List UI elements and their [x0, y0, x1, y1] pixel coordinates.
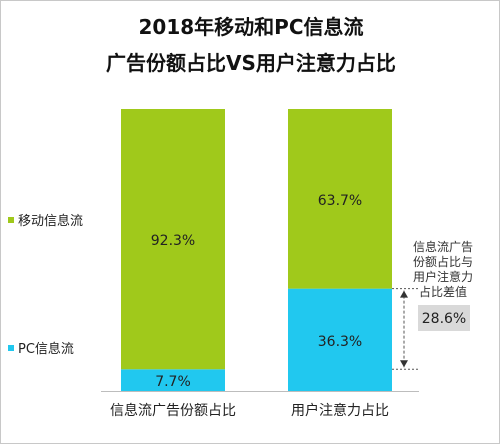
x-tick-label: 用户注意力占比 [291, 402, 389, 419]
legend-marker [8, 217, 14, 223]
bar-segment [121, 109, 225, 370]
bar-segment [288, 109, 392, 289]
legend-marker [8, 345, 14, 351]
data-label: 7.7% [155, 374, 191, 390]
difference-value-box [418, 305, 470, 331]
data-label: 63.7% [318, 193, 362, 209]
annotation-line: 信息流广告 [413, 240, 474, 254]
data-label: 92.3% [151, 233, 195, 249]
chart-subtitle: 广告份额占比VS用户注意力占比 [106, 51, 396, 75]
arrow-head-up-icon [400, 290, 408, 298]
bar-segment [121, 369, 225, 391]
legend-label: 移动信息流 [18, 213, 83, 229]
x-tick-label: 信息流广告份额占比 [110, 402, 236, 419]
legend-label: PC信息流 [18, 341, 74, 357]
bar-segment [288, 288, 392, 391]
difference-annotation-label: 信息流广告 份额占比与 用户注意力 占比差值 [413, 240, 473, 300]
annotation-line: 用户注意力 [413, 270, 474, 284]
difference-value: 28.6% [422, 311, 466, 327]
arrow-head-down-icon [400, 360, 408, 368]
annotation-line: 占比差值 [419, 285, 468, 299]
annotation-line: 份额占比与 [413, 255, 474, 269]
data-label: 36.3% [318, 334, 362, 350]
chart-title: 2018年移动和PC信息流 [138, 15, 364, 39]
